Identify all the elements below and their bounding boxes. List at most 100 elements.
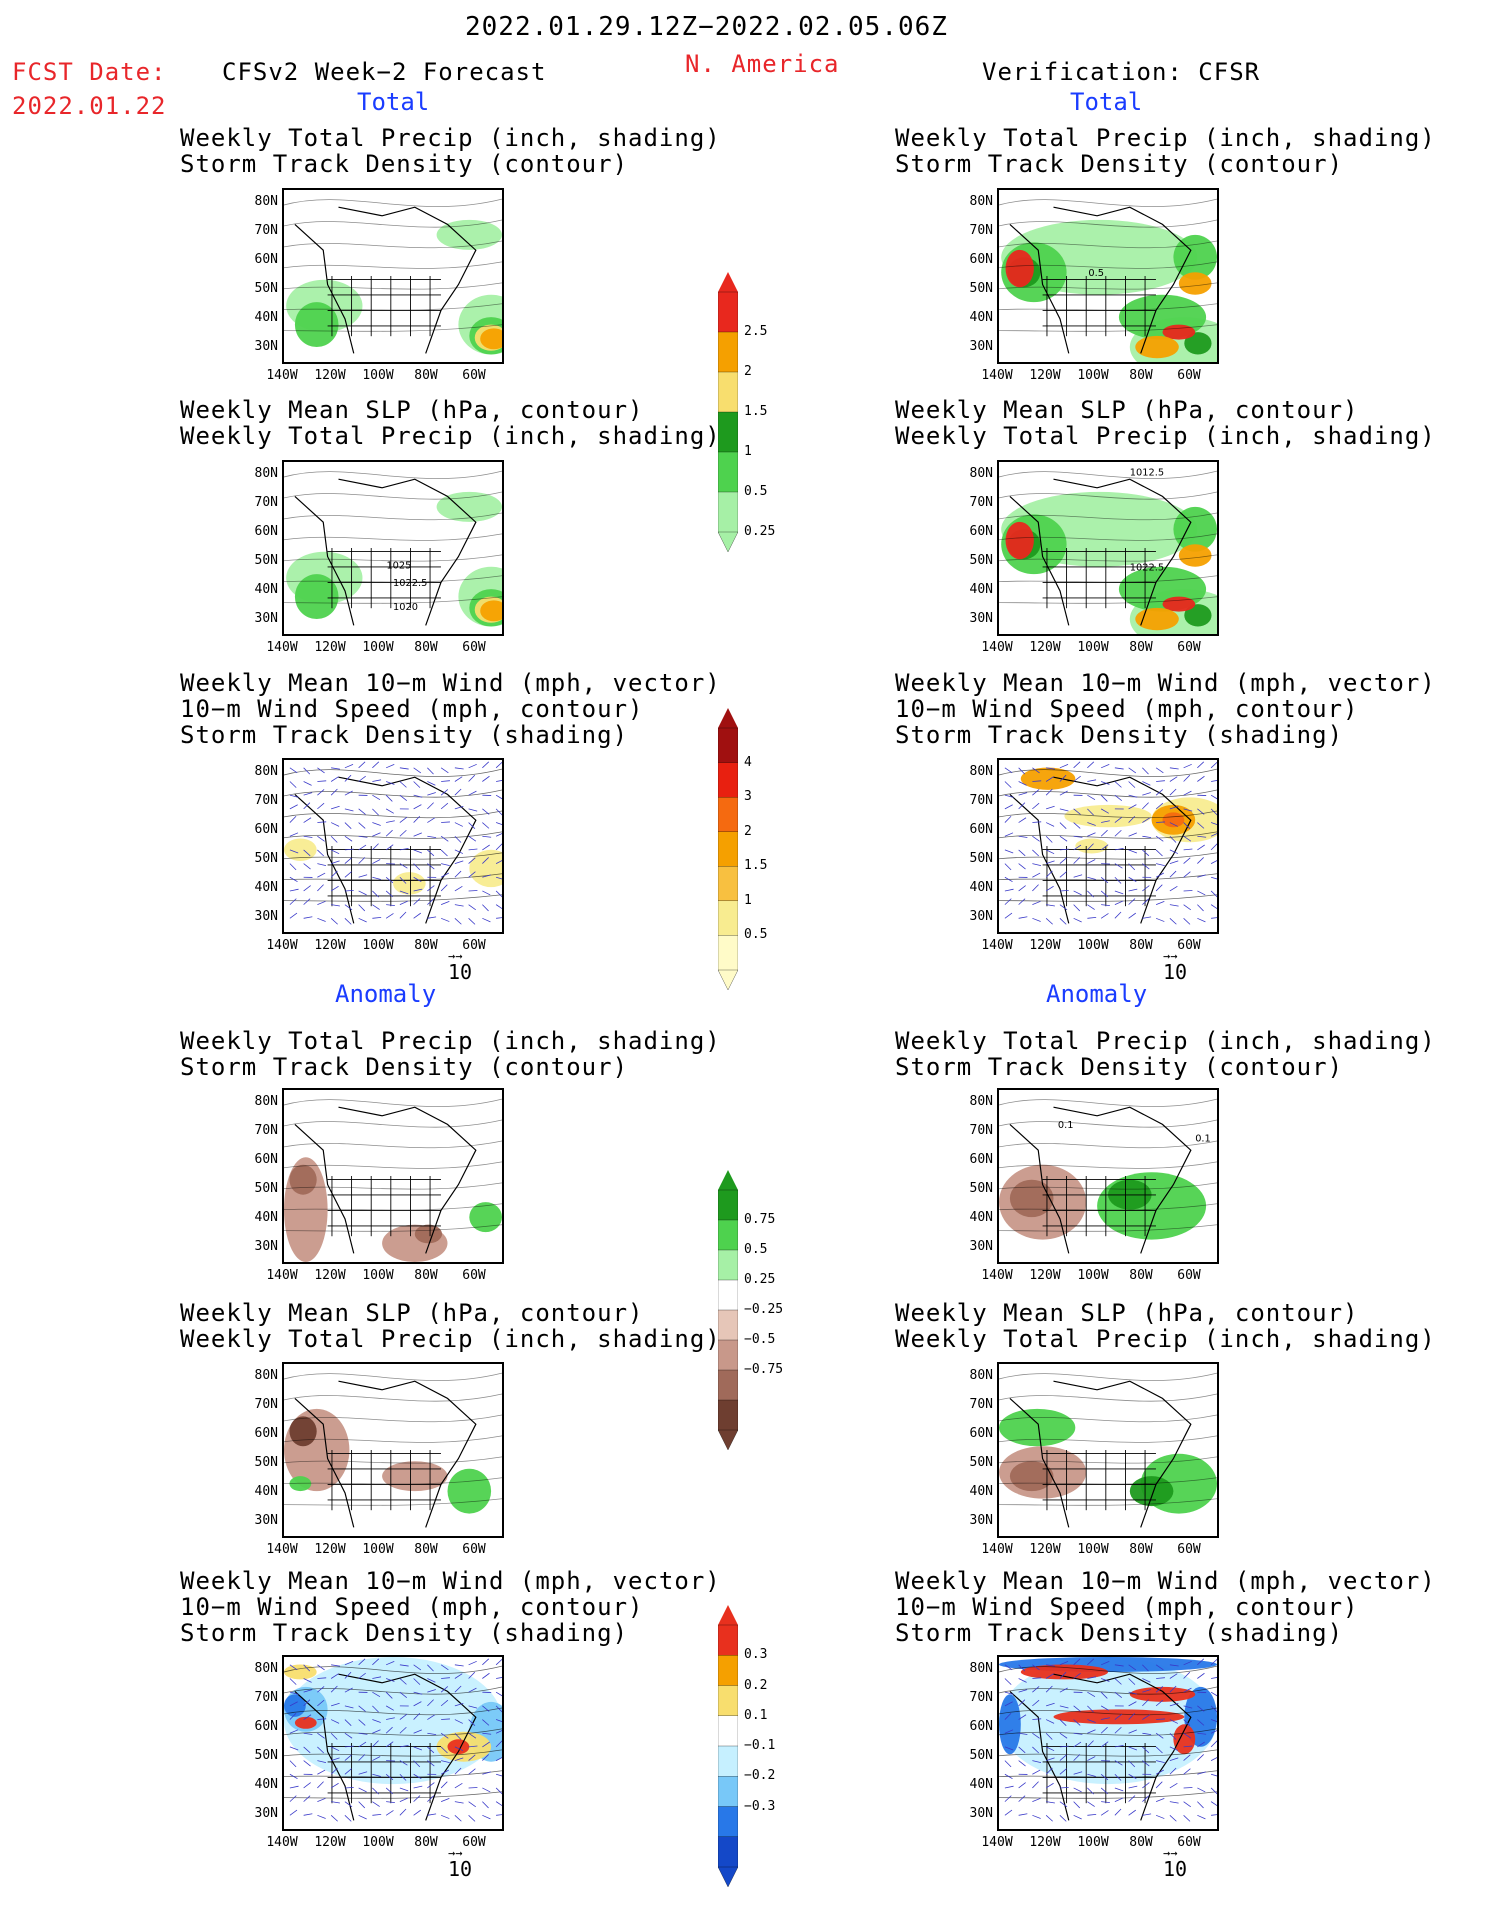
lat-tick-label: 50N bbox=[969, 1181, 993, 1196]
contour-line bbox=[999, 1498, 1217, 1506]
state-borders bbox=[327, 846, 441, 907]
lat-tick-label: 30N bbox=[254, 1239, 278, 1254]
lon-tick-label: 100W bbox=[362, 640, 394, 655]
lat-tick-label: 40N bbox=[969, 1484, 993, 1499]
lon-tick-label: 80W bbox=[1129, 1542, 1153, 1557]
shading-region bbox=[1009, 1461, 1054, 1492]
map-panel-forecast[interactable] bbox=[282, 758, 504, 934]
state-borders bbox=[327, 1743, 441, 1804]
lat-tick-label: 30N bbox=[969, 909, 993, 924]
contour-label: 1022.5 bbox=[1130, 562, 1164, 573]
lat-tick-label: 50N bbox=[969, 851, 993, 866]
state-borders bbox=[327, 1176, 441, 1237]
panel-title-line: Weekly Total Precip (inch, shading) bbox=[895, 1027, 1436, 1055]
colorbar-segment bbox=[717, 491, 739, 533]
contour-line bbox=[999, 852, 1217, 860]
vector-reference-value: 10 bbox=[1163, 960, 1188, 984]
colorbar-segment bbox=[717, 727, 739, 764]
state-borders bbox=[1042, 1176, 1156, 1237]
map-panel-verification[interactable]: 1012.5 1022.5 bbox=[997, 460, 1219, 636]
contour-line bbox=[284, 282, 502, 290]
lat-tick-label: 70N bbox=[969, 495, 993, 510]
colorbar-segment bbox=[717, 1685, 739, 1717]
map-panel-forecast[interactable] bbox=[282, 188, 504, 364]
colorbar-tick-label: 0.5 bbox=[744, 927, 768, 943]
colorbar-segment bbox=[717, 291, 739, 333]
map-graphic: 0.5 bbox=[999, 198, 1217, 362]
colorbar-segment bbox=[717, 451, 739, 493]
contour-line bbox=[999, 1686, 1217, 1695]
colorbar-tick-label: −0.2 bbox=[744, 1768, 776, 1784]
lon-tick-label: 100W bbox=[1077, 938, 1109, 953]
wind-vectors bbox=[289, 761, 502, 925]
map-panel-forecast[interactable] bbox=[282, 1362, 504, 1538]
lat-tick-label: 60N bbox=[254, 822, 278, 837]
map-panel-verification[interactable]: 0.1 0.1 bbox=[997, 1088, 1219, 1264]
lon-tick-label: 80W bbox=[414, 1268, 438, 1283]
shading-region bbox=[447, 1739, 470, 1755]
map-graphic bbox=[284, 1098, 502, 1262]
colorbar-tick-label: 0.2 bbox=[744, 1677, 768, 1693]
map-panel-verification[interactable] bbox=[997, 1362, 1219, 1538]
shading-region bbox=[999, 1408, 1076, 1447]
lon-tick-label: 80W bbox=[1129, 640, 1153, 655]
panel-title-line: Weekly Total Precip (inch, shading) bbox=[180, 124, 721, 152]
contour-line bbox=[284, 1119, 502, 1128]
colorbar-tick-label: 0.5 bbox=[744, 1242, 768, 1257]
lat-tick-label: 60N bbox=[969, 524, 993, 539]
lat-tick-label: 40N bbox=[254, 310, 278, 325]
lon-tick-label: 140W bbox=[981, 1268, 1013, 1283]
contour-line bbox=[284, 1435, 502, 1443]
map-panel-forecast[interactable] bbox=[282, 1655, 504, 1831]
shading-region bbox=[1009, 1179, 1054, 1218]
colorbar-tick-label: 2.5 bbox=[744, 324, 768, 339]
contour-line bbox=[284, 219, 502, 228]
state-borders bbox=[1042, 276, 1156, 337]
panel-title-forecast: Weekly Mean 10−m Wind (mph, vector) 10−m … bbox=[180, 670, 720, 748]
shading-region bbox=[999, 1694, 1021, 1755]
wind-vectors bbox=[1004, 1658, 1217, 1822]
map-graphic bbox=[999, 761, 1217, 925]
lat-tick-label: 50N bbox=[254, 553, 278, 568]
lat-tick-label: 70N bbox=[254, 1123, 278, 1138]
lat-tick-label: 80N bbox=[969, 466, 993, 481]
contour-line bbox=[999, 1224, 1217, 1232]
contour-line bbox=[284, 1665, 502, 1674]
coastline bbox=[1009, 206, 1192, 354]
colorbar-tick-label: 0.25 bbox=[744, 524, 776, 539]
contour-label: 1020 bbox=[393, 602, 418, 613]
lat-tick-label: 60N bbox=[254, 252, 278, 267]
panel-title-line: Storm Track Density (contour) bbox=[180, 150, 629, 178]
map-panel-forecast[interactable]: 1025 1022.5 1020 bbox=[282, 460, 504, 636]
lon-tick-label: 100W bbox=[362, 938, 394, 953]
shading-region bbox=[1162, 812, 1185, 828]
shading-region bbox=[1135, 607, 1179, 631]
colorbar-segment bbox=[717, 1369, 739, 1401]
lat-tick-label: 30N bbox=[254, 1513, 278, 1528]
contour-line bbox=[999, 491, 1217, 500]
colorbar-segment bbox=[717, 1655, 739, 1687]
contour-line bbox=[999, 1665, 1217, 1674]
colorbar-tick-label: 1.5 bbox=[744, 858, 768, 874]
colorbar-cap-top bbox=[718, 1170, 738, 1190]
contour-line bbox=[999, 533, 1217, 541]
contour-line bbox=[284, 470, 502, 479]
period-title: 2022.01.29.12Z−2022.02.05.06Z bbox=[465, 12, 948, 42]
lon-tick-label: 100W bbox=[1077, 368, 1109, 383]
lat-tick-label: 40N bbox=[254, 1484, 278, 1499]
contour-line bbox=[284, 198, 502, 207]
shading-region bbox=[447, 1468, 492, 1514]
contour-line bbox=[999, 1098, 1217, 1107]
colorbar-segment bbox=[717, 1776, 739, 1808]
map-panel-verification[interactable] bbox=[997, 758, 1219, 934]
colorbar-precip_anom bbox=[717, 1170, 739, 1451]
lon-tick-label: 120W bbox=[314, 368, 346, 383]
map-panel-verification[interactable]: 0.5 bbox=[997, 188, 1219, 364]
panel-title-forecast: Weekly Mean SLP (hPa, contour) Weekly Tot… bbox=[180, 397, 720, 449]
colorbar-tick-label: 0.75 bbox=[744, 1212, 776, 1227]
map-panel-verification[interactable] bbox=[997, 1655, 1219, 1831]
lat-tick-label: 70N bbox=[969, 1690, 993, 1705]
map-panel-forecast[interactable] bbox=[282, 1088, 504, 1264]
lon-tick-label: 120W bbox=[314, 1542, 346, 1557]
panel-title-line: Storm Track Density (shading) bbox=[895, 721, 1344, 749]
